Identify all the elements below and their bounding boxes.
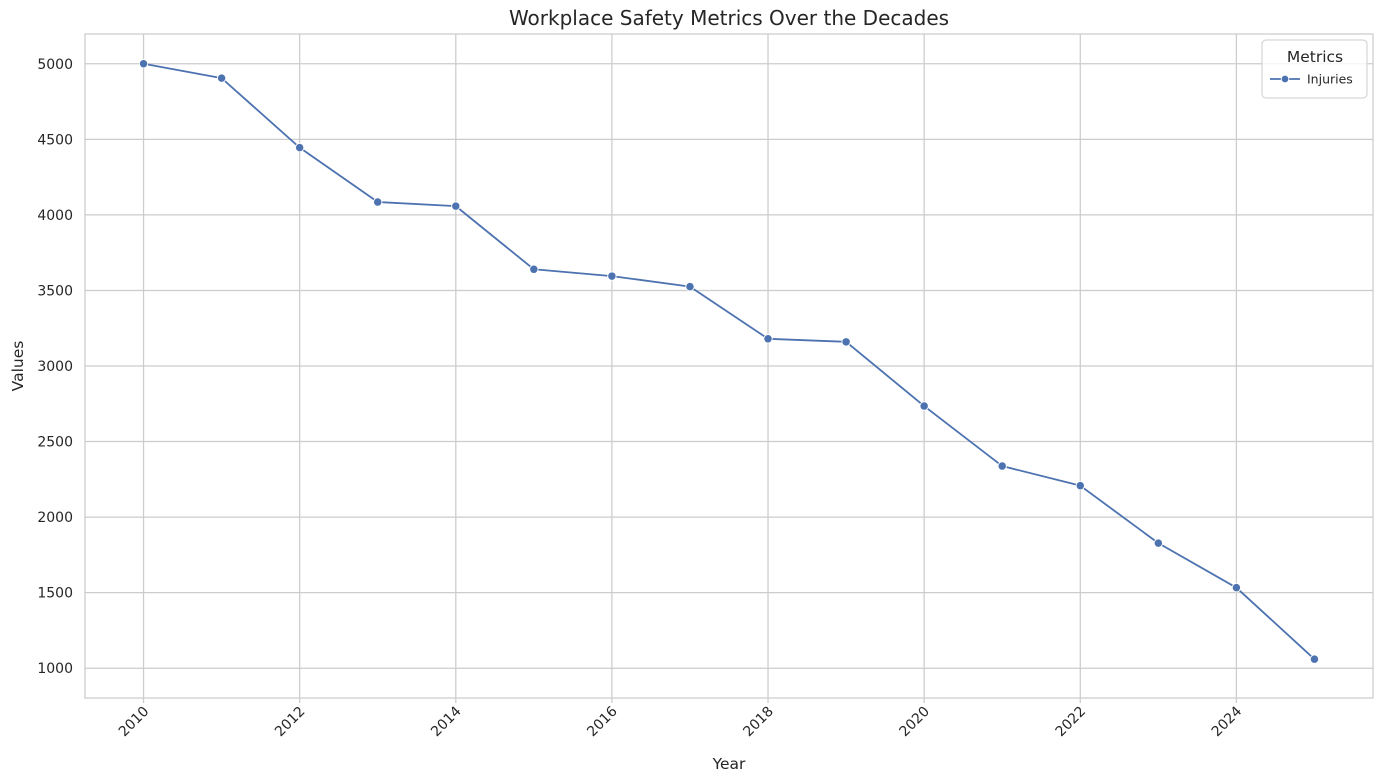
legend-label: Injuries	[1307, 72, 1353, 87]
y-tick-label: 3500	[37, 283, 73, 299]
y-tick-label: 2500	[37, 435, 73, 451]
data-point	[607, 271, 617, 281]
y-tick-label: 5000	[37, 57, 73, 73]
y-tick-label: 3000	[37, 359, 73, 375]
data-point	[997, 461, 1007, 471]
y-axis-title: Values	[9, 341, 27, 392]
data-point	[1153, 538, 1163, 548]
data-point	[373, 197, 383, 207]
legend-items: Injuries	[1270, 72, 1353, 87]
grid-lines	[85, 34, 1373, 698]
legend: Metrics Injuries	[1261, 39, 1368, 99]
data-point	[216, 73, 227, 83]
data-point	[529, 264, 539, 274]
legend-marker-swatch	[1280, 74, 1290, 84]
data-point	[1075, 481, 1085, 491]
legend-title: Metrics	[1287, 48, 1343, 66]
y-tick-label: 4500	[37, 132, 73, 148]
series-line-injuries	[143, 62, 1316, 660]
chart-title: Workplace Safety Metrics Over the Decade…	[509, 6, 949, 30]
data-point	[1309, 654, 1320, 664]
data-point	[685, 282, 695, 292]
data-point	[763, 334, 773, 344]
y-axis: 1000 1500 2000 2500 3000 3500 4000 4500 5000	[37, 57, 73, 677]
data-point	[1231, 583, 1242, 593]
plot-frame	[84, 33, 1374, 699]
legend-box	[1261, 39, 1368, 99]
x-axis-title: Year	[712, 755, 746, 773]
data-point	[295, 142, 305, 153]
y-tick-label: 4000	[37, 208, 73, 224]
y-tick-label: 1500	[37, 586, 73, 602]
y-tick-label: 2000	[37, 510, 73, 526]
data-point	[451, 201, 461, 211]
y-tick-label: 1000	[37, 661, 73, 677]
series-layer	[138, 59, 1320, 664]
data-point	[919, 401, 929, 411]
data-point	[841, 337, 851, 347]
data-point	[138, 59, 149, 69]
